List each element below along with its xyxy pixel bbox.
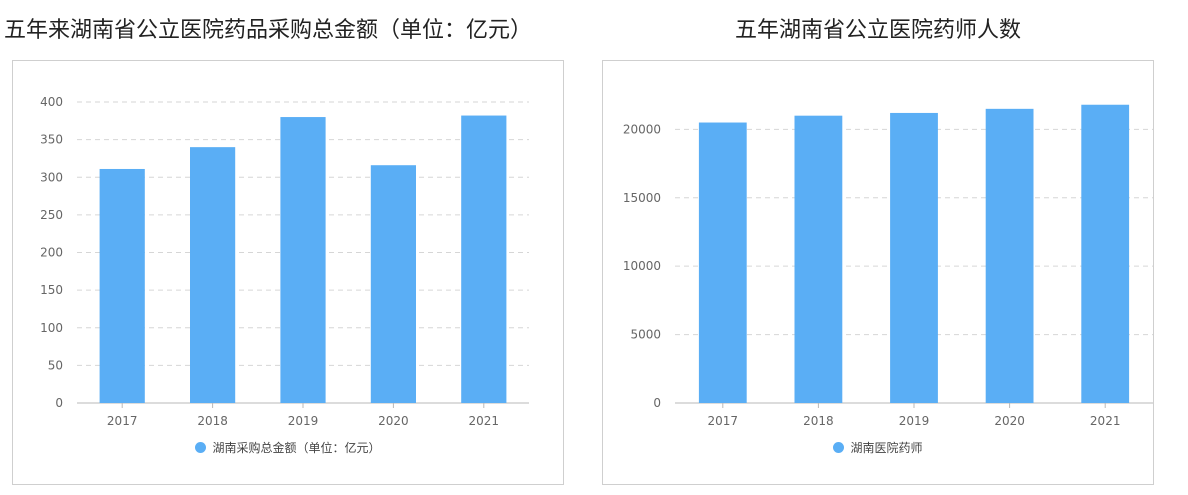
legend-dot-icon bbox=[195, 442, 207, 453]
bar-2017 bbox=[99, 168, 145, 403]
bar-2019 bbox=[890, 112, 938, 404]
x-tick-label: 2020 bbox=[378, 414, 409, 428]
x-tick-label: 2020 bbox=[994, 414, 1025, 428]
y-tick-label: 10000 bbox=[623, 259, 661, 273]
legend-label: 湖南采购总金额（单位：亿元） bbox=[212, 441, 381, 455]
y-tick-label: 5000 bbox=[630, 328, 661, 342]
x-tick-label: 2021 bbox=[1090, 414, 1121, 428]
y-tick-label: 150 bbox=[40, 283, 63, 297]
y-tick-label: 0 bbox=[55, 396, 63, 410]
pharmacists-legend[interactable]: 湖南医院药师 bbox=[603, 439, 1153, 456]
x-tick-label: 2019 bbox=[899, 414, 930, 428]
bar-2020 bbox=[985, 108, 1034, 403]
bar-2021 bbox=[1081, 104, 1130, 403]
pharmacists-chart-panel: 0 5000 10000 15000 20000 2017 2018 2019 2020 2021… bbox=[602, 60, 1154, 485]
procurement-legend[interactable]: 湖南采购总金额（单位：亿元） bbox=[13, 439, 563, 456]
y-tick-label: 15000 bbox=[623, 191, 661, 205]
y-tick-label: 200 bbox=[40, 246, 63, 260]
bar-2020 bbox=[370, 165, 416, 403]
y-tick-label: 350 bbox=[40, 133, 63, 147]
y-tick-label: 400 bbox=[40, 95, 63, 109]
bar-2018 bbox=[190, 147, 236, 403]
x-tick-label: 2018 bbox=[803, 414, 834, 428]
y-tick-label: 0 bbox=[653, 396, 661, 410]
bar-2018 bbox=[794, 115, 843, 403]
y-tick-label: 20000 bbox=[623, 122, 661, 136]
legend-label: 湖南医院药师 bbox=[850, 441, 923, 455]
x-tick-label: 2017 bbox=[708, 414, 739, 428]
bar-2017 bbox=[698, 122, 747, 403]
y-tick-label: 100 bbox=[40, 321, 63, 335]
x-tick-label: 2021 bbox=[469, 414, 500, 428]
legend-dot-icon bbox=[833, 442, 845, 453]
bar-2021 bbox=[461, 115, 507, 404]
chart-title-pharmacists: 五年湖南省公立医院药师人数 bbox=[734, 18, 1021, 43]
procurement-chart-panel: 0 50 100 150 200 250 300 350 400 2017 2018 2019 2020… bbox=[12, 60, 564, 485]
procurement-chart-svg: 0 50 100 150 200 250 300 350 400 2017 2018 2019 2020… bbox=[40, 95, 529, 428]
x-tick-label: 2019 bbox=[288, 414, 319, 428]
x-tick-label: 2017 bbox=[107, 414, 138, 428]
y-tick-label: 300 bbox=[40, 170, 63, 184]
pharmacists-chart-svg: 0 5000 10000 15000 20000 2017 2018 2019 2020 2021 bbox=[623, 104, 1153, 428]
bar-2019 bbox=[280, 117, 326, 404]
x-tick-label: 2018 bbox=[197, 414, 228, 428]
chart-title-procurement: 五年来湖南省公立医院药品采购总金额（单位：亿元） bbox=[4, 18, 533, 43]
y-tick-label: 250 bbox=[40, 208, 63, 222]
y-tick-label: 50 bbox=[48, 358, 63, 372]
